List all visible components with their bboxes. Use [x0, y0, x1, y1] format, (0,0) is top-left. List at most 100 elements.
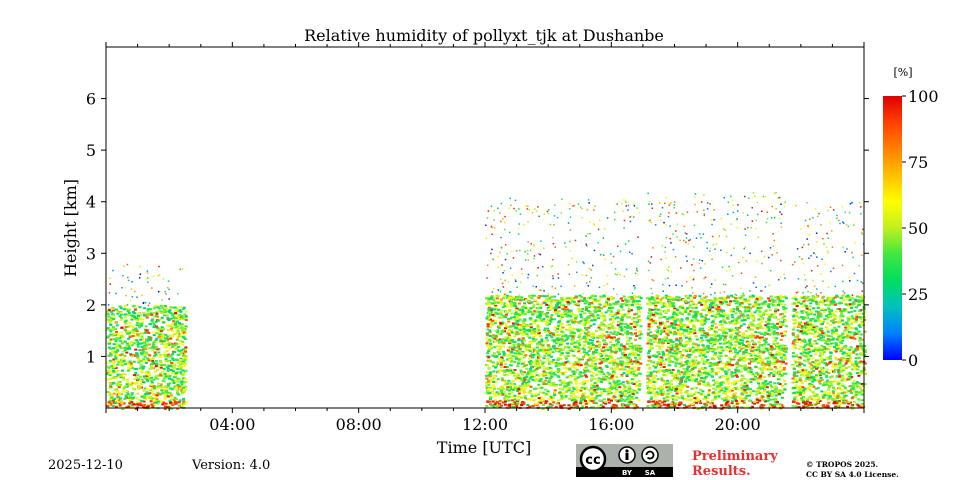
humidity-cell — [137, 333, 141, 336]
humidity-cell — [609, 367, 613, 370]
humidity-cell — [585, 328, 589, 331]
humidity-cell — [179, 333, 183, 335]
humidity-cell — [181, 340, 185, 343]
humidity-cell — [574, 399, 578, 402]
humidity-cell — [130, 325, 134, 328]
humidity-cell — [606, 274, 609, 277]
humidity-cell — [151, 393, 155, 396]
humidity-cell — [756, 377, 760, 380]
humidity-cell — [616, 293, 618, 296]
humidity-cell — [540, 295, 544, 298]
humidity-cell — [593, 388, 597, 391]
humidity-cell — [499, 309, 503, 312]
humidity-cell — [513, 340, 517, 343]
humidity-cell — [570, 397, 574, 400]
humidity-cell — [108, 359, 112, 362]
humidity-cell — [495, 391, 499, 394]
humidity-cell — [604, 304, 608, 307]
humidity-cell — [117, 333, 121, 336]
humidity-cell — [706, 381, 710, 384]
humidity-cell — [536, 274, 538, 277]
humidity-cell — [587, 303, 591, 306]
humidity-cell — [545, 339, 549, 342]
humidity-cell — [158, 331, 162, 333]
humidity-cell — [557, 277, 560, 279]
humidity-cell — [145, 378, 149, 381]
humidity-cell — [614, 268, 617, 270]
humidity-cell — [501, 392, 505, 394]
humidity-cell — [145, 388, 149, 391]
humidity-cell — [128, 342, 132, 345]
humidity-cell — [619, 333, 623, 336]
humidity-cell — [487, 383, 491, 386]
humidity-cell — [502, 342, 506, 345]
humidity-cell — [546, 321, 550, 324]
humidity-cell — [498, 406, 502, 409]
chart-title: Relative humidity of pollyxt_tjk at Dush… — [304, 26, 664, 45]
humidity-cell — [108, 392, 112, 395]
humidity-cell — [497, 404, 501, 407]
humidity-cell — [559, 394, 563, 397]
humidity-cell — [725, 303, 729, 306]
humidity-cell — [121, 364, 125, 367]
humidity-cell — [551, 265, 553, 267]
humidity-cell — [112, 382, 116, 385]
humidity-cell — [649, 314, 653, 317]
humidity-cell — [589, 280, 591, 283]
humidity-cell — [586, 301, 590, 304]
humidity-cell — [591, 384, 595, 387]
humidity-cell — [514, 318, 517, 321]
humidity-cell — [668, 359, 672, 362]
humidity-cell — [560, 362, 564, 365]
humidity-cell — [639, 347, 643, 350]
humidity-cell — [509, 291, 511, 293]
humidity-cell — [180, 326, 184, 329]
humidity-cell — [750, 336, 754, 339]
humidity-cell — [611, 405, 615, 408]
humidity-cell — [526, 373, 530, 376]
humidity-cell — [534, 394, 538, 397]
humidity-cell — [487, 311, 491, 314]
humidity-cell — [499, 323, 503, 326]
humidity-cell — [565, 297, 569, 300]
humidity-cell — [630, 318, 634, 321]
humidity-cell — [142, 358, 146, 361]
humidity-cell — [115, 390, 119, 393]
humidity-cell — [180, 380, 184, 383]
humidity-cell — [136, 321, 140, 324]
humidity-cell — [180, 372, 184, 375]
humidity-cell — [110, 371, 114, 374]
humidity-cell — [681, 332, 684, 335]
humidity-cell — [546, 351, 550, 354]
humidity-cell — [487, 306, 491, 309]
humidity-cell — [657, 393, 661, 396]
humidity-cell — [511, 380, 515, 383]
humidity-cell — [519, 379, 523, 381]
humidity-cell — [631, 352, 635, 354]
humidity-cell — [114, 321, 118, 324]
humidity-cell — [495, 297, 499, 300]
humidity-cell — [168, 298, 170, 300]
humidity-cell — [584, 370, 588, 373]
humidity-cell — [633, 360, 636, 363]
humidity-cell — [175, 371, 179, 374]
humidity-cell — [505, 311, 509, 314]
humidity-cell — [545, 323, 549, 325]
humidity-cell — [770, 368, 774, 371]
humidity-cell — [684, 295, 688, 297]
humidity-cell — [590, 295, 594, 298]
humidity-cell — [576, 271, 578, 274]
humidity-cell — [523, 379, 526, 381]
humidity-cell — [150, 376, 153, 379]
humidity-cell — [180, 323, 184, 326]
humidity-cell — [629, 332, 633, 334]
humidity-cell — [107, 366, 111, 369]
humidity-cell — [666, 395, 670, 398]
humidity-cell — [555, 305, 558, 308]
humidity-cell — [581, 323, 585, 326]
humidity-cell — [130, 401, 134, 404]
humidity-cell — [752, 352, 756, 355]
humidity-cell — [118, 305, 122, 308]
humidity-cell — [176, 383, 180, 386]
humidity-cell — [648, 346, 652, 349]
